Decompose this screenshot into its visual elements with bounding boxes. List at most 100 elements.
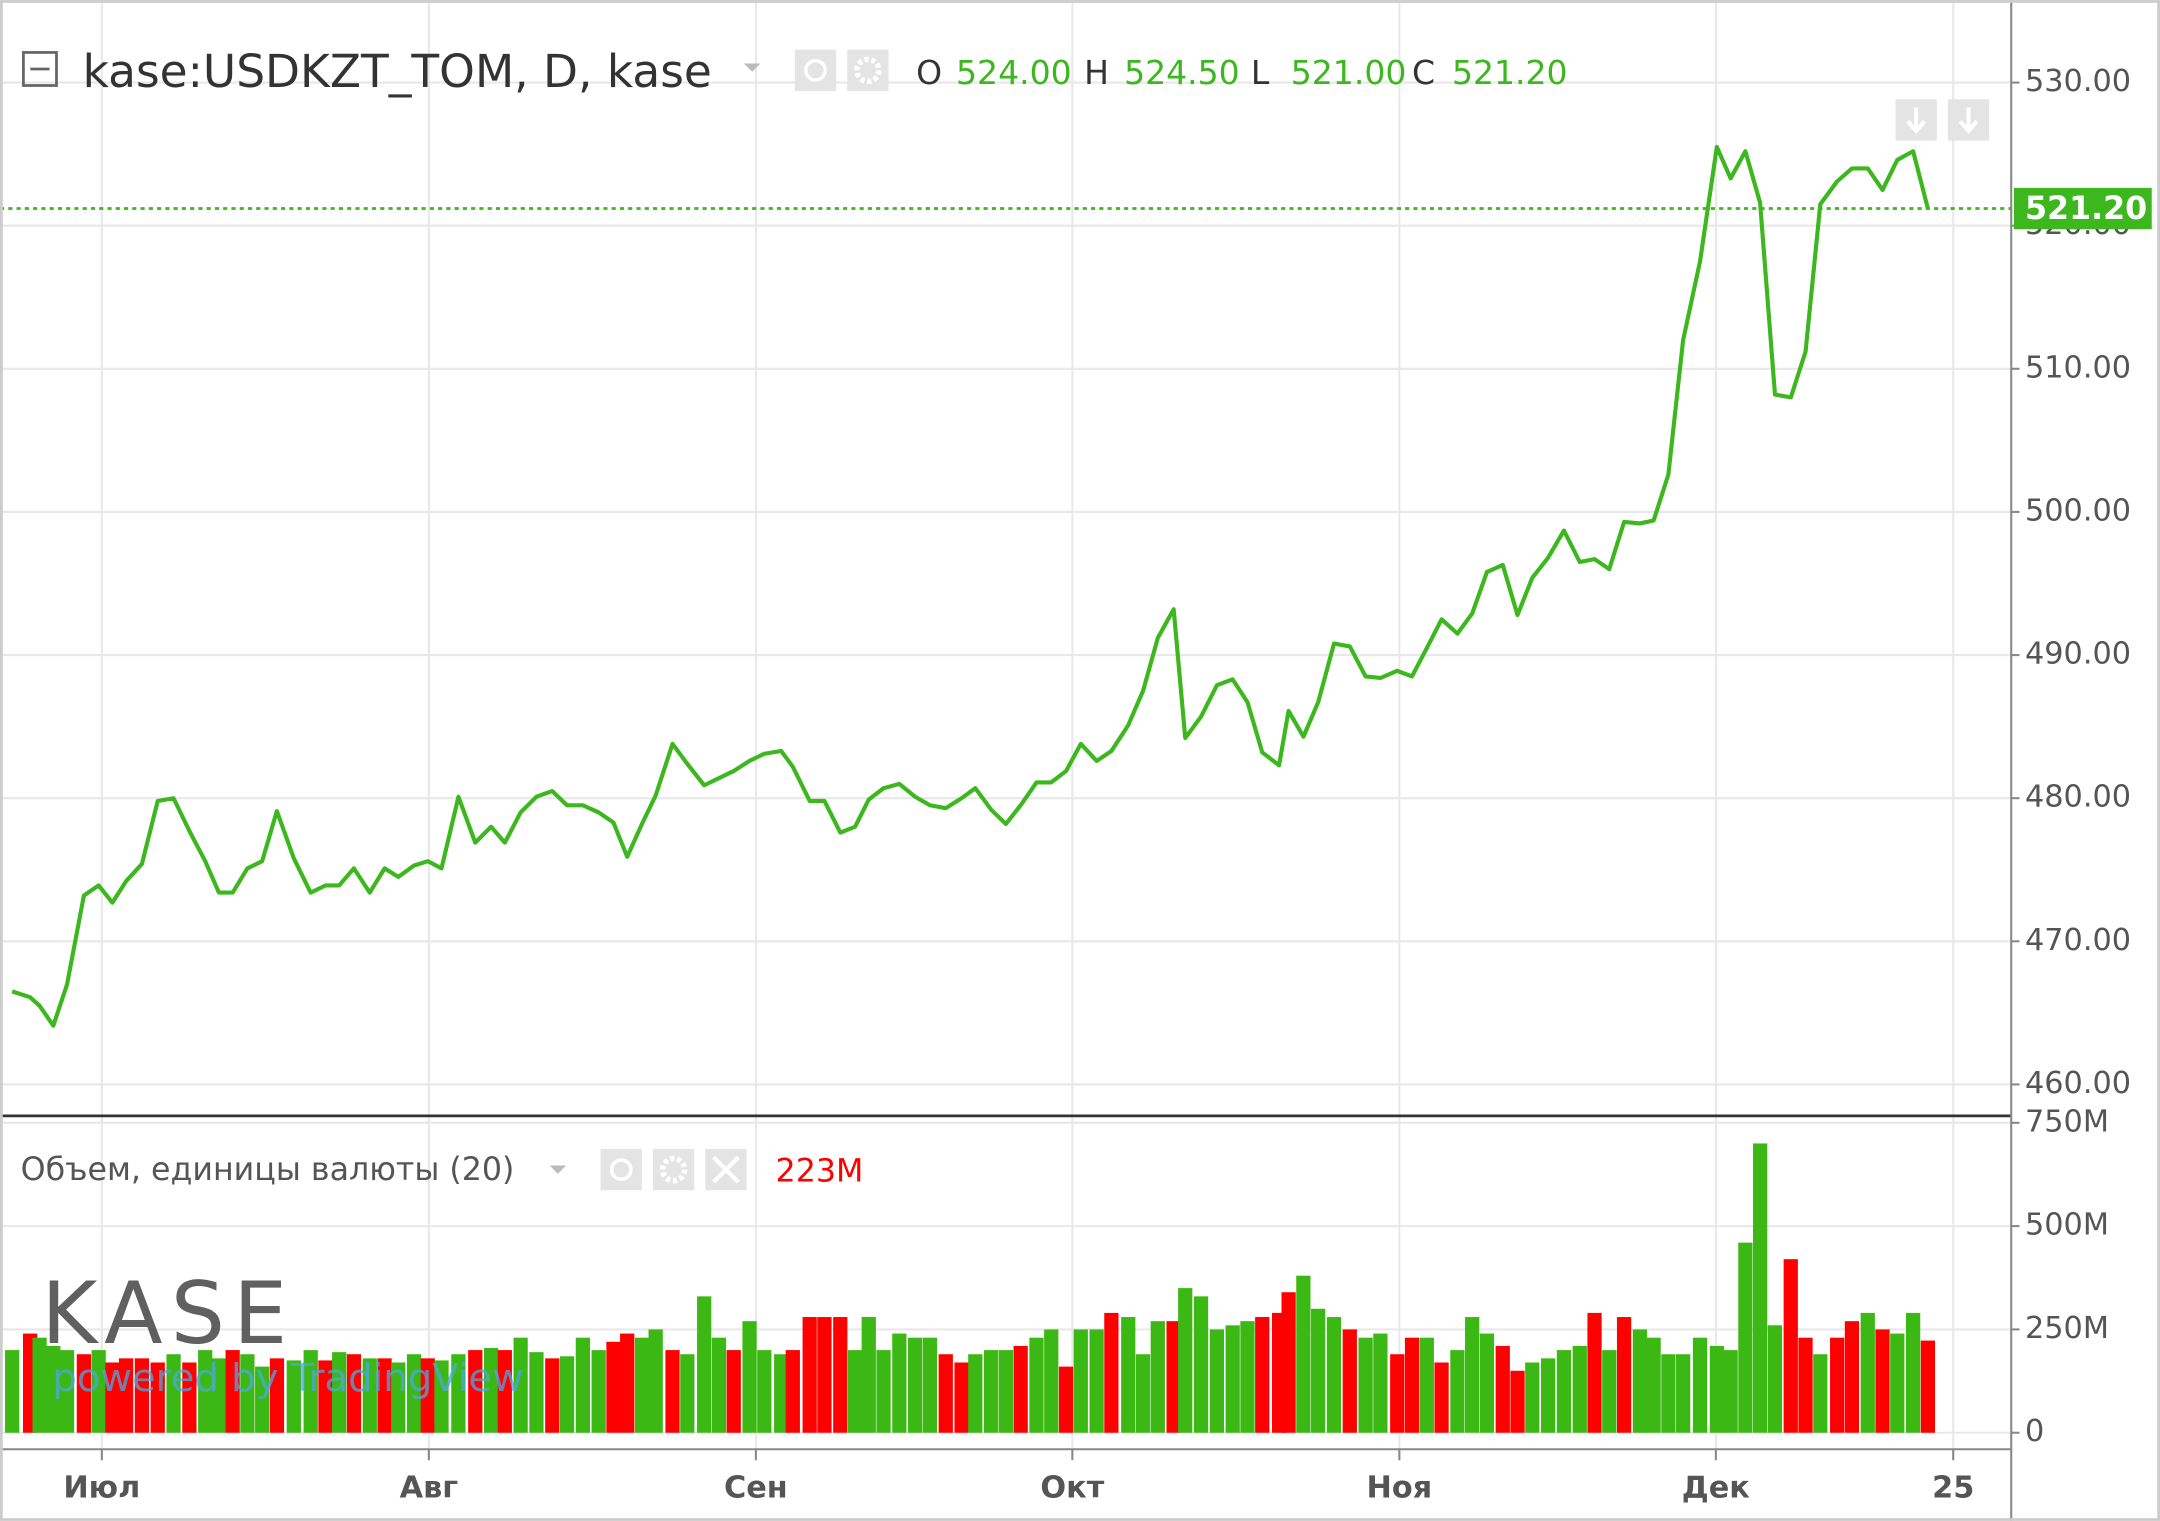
volume-bar xyxy=(1692,1337,1708,1433)
volume-bar xyxy=(1905,1312,1921,1433)
volume-bar xyxy=(591,1350,606,1433)
volume-bar xyxy=(1875,1329,1890,1433)
volume-bar xyxy=(1029,1337,1044,1433)
volume-bar xyxy=(483,1348,499,1433)
last-price-tag xyxy=(2013,187,2152,230)
volume-bar xyxy=(420,1358,435,1433)
volume-bar xyxy=(1830,1337,1845,1433)
eye-icon-glyph xyxy=(804,58,827,82)
volume-bar xyxy=(91,1350,106,1433)
volume-bar xyxy=(726,1350,741,1433)
volume-title: Объем, единицы валюты (20) xyxy=(21,1152,515,1188)
volume-bar xyxy=(1709,1345,1725,1433)
volume-bar xyxy=(817,1317,832,1433)
volume-bar xyxy=(1661,1354,1676,1433)
volume-bar xyxy=(1150,1321,1165,1433)
volume-bar xyxy=(406,1354,422,1433)
volume-bar xyxy=(269,1358,285,1433)
x-tick-label: 25 xyxy=(1932,1471,1974,1506)
volume-bar xyxy=(1089,1329,1104,1433)
volume-bar xyxy=(318,1360,333,1433)
eye-icon[interactable] xyxy=(794,49,837,92)
volume-bar xyxy=(938,1354,953,1433)
collapse-icon[interactable] xyxy=(22,51,58,87)
settings-icon-glyph xyxy=(659,1155,688,1184)
close-icon-glyph xyxy=(712,1155,740,1184)
ohlc-name: L xyxy=(1251,53,1270,92)
volume-bar xyxy=(665,1350,680,1433)
volume-bar xyxy=(225,1350,240,1433)
volume-bar xyxy=(1390,1354,1405,1433)
volume-bar xyxy=(76,1354,92,1433)
volume-bar xyxy=(908,1337,923,1433)
volume-bar xyxy=(211,1358,227,1433)
volume-bar xyxy=(1676,1354,1691,1433)
y-tick-label: 490.00 xyxy=(2025,637,2131,672)
volume-bar xyxy=(1450,1350,1465,1433)
volume-bar xyxy=(1540,1358,1556,1433)
eye-icon-glyph xyxy=(609,1158,633,1181)
volume-bar xyxy=(1073,1329,1088,1433)
dropdown-arrow[interactable] xyxy=(743,63,761,72)
volume-bar xyxy=(1479,1333,1495,1433)
ohlc-name: O xyxy=(916,53,942,92)
eye-icon[interactable] xyxy=(600,1148,642,1191)
scroll-icon-glyph xyxy=(1906,107,1979,135)
grid xyxy=(0,0,2012,1450)
watermark: KASE xyxy=(41,1265,295,1364)
volume-bar xyxy=(1525,1362,1540,1433)
volume-bar xyxy=(513,1337,528,1433)
volume-bar xyxy=(1044,1329,1059,1433)
x-tick-label: Сен xyxy=(724,1471,788,1506)
volume-bar xyxy=(434,1360,449,1433)
volume-bar xyxy=(757,1350,772,1433)
volume-bar xyxy=(150,1362,165,1433)
y-tick-label: 510.00 xyxy=(2025,350,2131,385)
volume-bar xyxy=(1419,1337,1434,1433)
volume-bar xyxy=(620,1333,635,1433)
volume-bar xyxy=(1342,1329,1357,1433)
volume-bar xyxy=(1860,1312,1875,1433)
volume-bar xyxy=(634,1337,650,1433)
volume-bar xyxy=(984,1350,999,1433)
volume-bar xyxy=(497,1350,512,1433)
volume-bar xyxy=(648,1329,663,1433)
volume-bar xyxy=(255,1366,270,1433)
volume-bar xyxy=(118,1358,134,1433)
settings-icon[interactable] xyxy=(847,49,889,92)
volume-bar xyxy=(711,1337,727,1433)
volume-bar xyxy=(606,1341,621,1433)
x-tick-label: Июл xyxy=(63,1471,140,1506)
price-line xyxy=(11,144,1930,1028)
y-tick-label: 470.00 xyxy=(2025,923,2131,958)
volume-bar xyxy=(1058,1366,1074,1433)
volume-bar xyxy=(32,1337,47,1433)
watermark-sub: powered by TradingView xyxy=(52,1356,523,1401)
y-tick-label: 0 xyxy=(2025,1414,2044,1449)
volume-bar xyxy=(1646,1337,1661,1433)
volume-bar xyxy=(286,1360,301,1433)
ohlc-name: C xyxy=(1412,53,1435,92)
settings-icon[interactable] xyxy=(652,1148,695,1191)
volume-bar xyxy=(1783,1259,1798,1433)
volume-bar xyxy=(1225,1325,1240,1433)
volume-bar xyxy=(166,1354,181,1433)
volume-bar xyxy=(1495,1345,1510,1433)
volume-bar xyxy=(1178,1288,1193,1433)
dropdown-arrow[interactable] xyxy=(549,1165,567,1174)
volume-bar xyxy=(346,1354,362,1433)
x-tick-label: Авг xyxy=(400,1471,459,1506)
volume-bar xyxy=(1281,1292,1296,1433)
volume-bar xyxy=(1373,1333,1388,1433)
volume-bar xyxy=(182,1362,197,1433)
y-tick-label: 530.00 xyxy=(2025,64,2131,99)
volume-bar xyxy=(1121,1317,1136,1433)
volume-bar xyxy=(1616,1317,1632,1433)
volume-bar xyxy=(1465,1317,1480,1433)
volume-bar xyxy=(468,1350,483,1433)
volume-bar xyxy=(1572,1345,1587,1433)
volume-bar xyxy=(1311,1308,1326,1433)
settings-icon-glyph xyxy=(854,56,882,85)
volume-bar xyxy=(1813,1354,1828,1433)
